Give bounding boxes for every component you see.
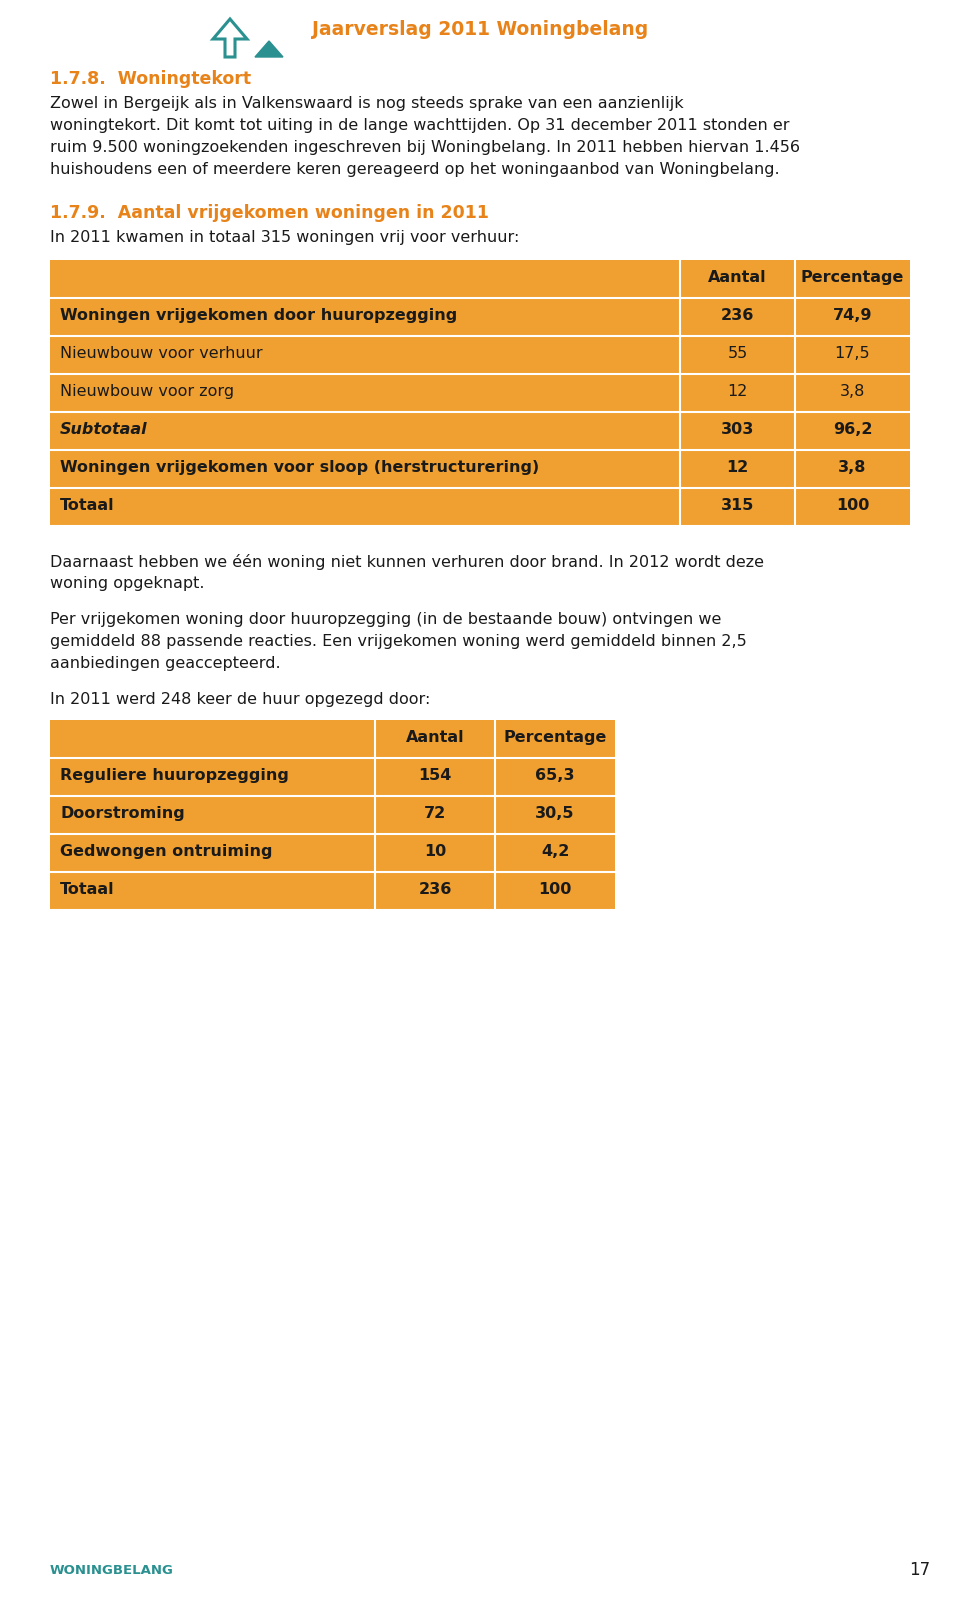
Text: 236: 236 xyxy=(419,882,452,897)
Text: WONINGBELANG: WONINGBELANG xyxy=(50,1564,174,1576)
Bar xyxy=(50,795,615,834)
Text: Totaal: Totaal xyxy=(60,498,114,513)
Text: aanbiedingen geaccepteerd.: aanbiedingen geaccepteerd. xyxy=(50,656,280,672)
Text: 30,5: 30,5 xyxy=(536,807,575,821)
Bar xyxy=(50,374,910,411)
Text: woning opgeknapt.: woning opgeknapt. xyxy=(50,575,204,591)
Text: 4,2: 4,2 xyxy=(540,844,569,860)
Text: 303: 303 xyxy=(721,423,755,437)
Text: 72: 72 xyxy=(424,807,446,821)
Text: 12: 12 xyxy=(728,384,748,399)
Text: Doorstroming: Doorstroming xyxy=(60,807,184,821)
Text: 3,8: 3,8 xyxy=(838,460,867,476)
Text: Percentage: Percentage xyxy=(503,730,607,746)
Text: Reguliere huuropzegging: Reguliere huuropzegging xyxy=(60,768,289,783)
Bar xyxy=(50,489,910,525)
Bar xyxy=(50,759,615,795)
Bar xyxy=(50,720,615,759)
Text: Woningen vrijgekomen door huuropzegging: Woningen vrijgekomen door huuropzegging xyxy=(60,309,457,323)
Polygon shape xyxy=(255,42,283,56)
Bar xyxy=(50,834,615,873)
Bar xyxy=(50,297,910,336)
Text: 236: 236 xyxy=(721,309,755,323)
Text: 12: 12 xyxy=(727,460,749,476)
Text: Per vrijgekomen woning door huuropzegging (in de bestaande bouw) ontvingen we: Per vrijgekomen woning door huuropzeggin… xyxy=(50,612,721,627)
Bar xyxy=(50,450,910,489)
Text: 3,8: 3,8 xyxy=(840,384,865,399)
Text: 74,9: 74,9 xyxy=(832,309,873,323)
Text: In 2011 kwamen in totaal 315 woningen vrij voor verhuur:: In 2011 kwamen in totaal 315 woningen vr… xyxy=(50,230,519,244)
Text: huishoudens een of meerdere keren gereageerd op het woningaanbod van Woningbelan: huishoudens een of meerdere keren gereag… xyxy=(50,162,780,177)
Text: 315: 315 xyxy=(721,498,755,513)
Text: Aantal: Aantal xyxy=(708,270,767,284)
Text: gemiddeld 88 passende reacties. Een vrijgekomen woning werd gemiddeld binnen 2,5: gemiddeld 88 passende reacties. Een vrij… xyxy=(50,635,747,649)
Text: 100: 100 xyxy=(539,882,572,897)
Text: 1.7.8.  Woningtekort: 1.7.8. Woningtekort xyxy=(50,71,252,88)
Text: 10: 10 xyxy=(424,844,446,860)
Text: Zowel in Bergeijk als in Valkenswaard is nog steeds sprake van een aanzienlijk: Zowel in Bergeijk als in Valkenswaard is… xyxy=(50,96,684,111)
Text: 17: 17 xyxy=(909,1560,930,1580)
Text: Aantal: Aantal xyxy=(406,730,465,746)
Bar xyxy=(50,260,910,297)
Text: Gedwongen ontruiming: Gedwongen ontruiming xyxy=(60,844,273,860)
Text: 1.7.9.  Aantal vrijgekomen woningen in 2011: 1.7.9. Aantal vrijgekomen woningen in 20… xyxy=(50,204,489,222)
Text: 100: 100 xyxy=(836,498,869,513)
Text: Jaarverslag 2011 Woningbelang: Jaarverslag 2011 Woningbelang xyxy=(312,19,648,39)
Text: Subtotaal: Subtotaal xyxy=(60,423,148,437)
Bar xyxy=(50,873,615,910)
Text: Woningen vrijgekomen voor sloop (herstructurering): Woningen vrijgekomen voor sloop (herstru… xyxy=(60,460,540,476)
Text: In 2011 werd 248 keer de huur opgezegd door:: In 2011 werd 248 keer de huur opgezegd d… xyxy=(50,693,430,707)
Text: Nieuwbouw voor zorg: Nieuwbouw voor zorg xyxy=(60,384,234,399)
Text: ruim 9.500 woningzoekenden ingeschreven bij Woningbelang. In 2011 hebben hiervan: ruim 9.500 woningzoekenden ingeschreven … xyxy=(50,140,800,154)
Text: 65,3: 65,3 xyxy=(536,768,575,783)
Text: Daarnaast hebben we één woning niet kunnen verhuren door brand. In 2012 wordt de: Daarnaast hebben we één woning niet kunn… xyxy=(50,554,764,570)
Text: 154: 154 xyxy=(419,768,452,783)
Bar xyxy=(50,411,910,450)
Bar xyxy=(50,336,910,374)
Text: 17,5: 17,5 xyxy=(834,346,871,362)
Text: Percentage: Percentage xyxy=(801,270,904,284)
Text: woningtekort. Dit komt tot uiting in de lange wachttijden. Op 31 december 2011 s: woningtekort. Dit komt tot uiting in de … xyxy=(50,117,789,133)
Text: Totaal: Totaal xyxy=(60,882,114,897)
Text: 55: 55 xyxy=(728,346,748,362)
Text: Nieuwbouw voor verhuur: Nieuwbouw voor verhuur xyxy=(60,346,263,362)
Text: 96,2: 96,2 xyxy=(832,423,873,437)
